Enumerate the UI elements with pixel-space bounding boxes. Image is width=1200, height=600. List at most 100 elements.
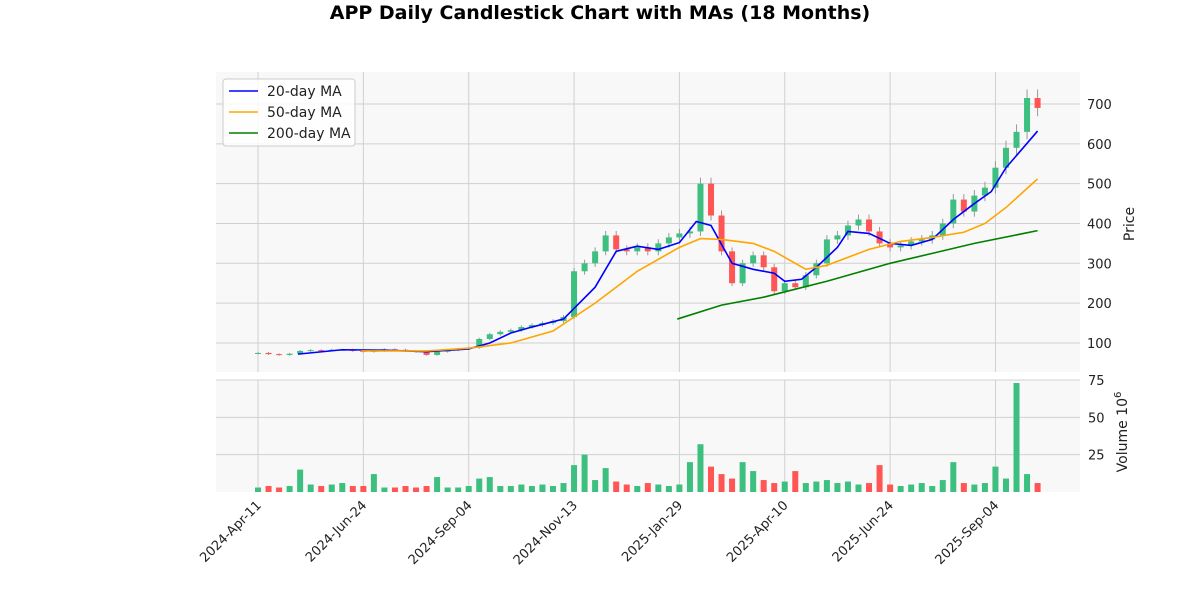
volume-bar: [844, 481, 851, 492]
volume-bar: [444, 487, 451, 492]
volume-bar: [992, 466, 999, 492]
volume-bar: [634, 486, 641, 492]
volume-bar: [823, 480, 830, 492]
volume-tick-label: 50: [1088, 411, 1105, 426]
volume-bar: [370, 474, 377, 492]
candle-body: [750, 255, 757, 264]
price-tick-label: 100: [1087, 337, 1112, 352]
candle-body: [908, 241, 915, 246]
x-tick-label: 2025-Jan-29: [619, 498, 686, 565]
volume-bar: [718, 474, 725, 492]
candle-body: [739, 263, 746, 284]
x-tick-label: 2025-Sep-04: [933, 498, 1003, 568]
volume-bar: [834, 483, 841, 492]
candle-body: [1013, 131, 1020, 148]
x-tick-label: 2024-Nov-13: [511, 498, 581, 568]
volume-bar: [592, 480, 599, 492]
candle-body: [665, 237, 672, 244]
volume-bar: [971, 484, 978, 492]
candle-body: [1024, 98, 1031, 132]
volume-bar: [676, 484, 683, 492]
x-tick-label: 2025-Apr-10: [724, 498, 791, 565]
candle-body: [708, 183, 715, 216]
volume-bar: [318, 486, 325, 492]
volume-bar: [781, 481, 788, 492]
volume-bar: [581, 454, 588, 492]
candle-body: [265, 352, 272, 355]
x-tick-label: 2024-Sep-04: [406, 498, 476, 568]
volume-bar: [381, 487, 388, 492]
volume-bar: [950, 462, 957, 492]
candle-body: [781, 283, 788, 292]
candle-body: [802, 275, 809, 288]
volume-bar: [286, 486, 293, 492]
ma-line-50-day: [361, 178, 1039, 352]
volume-bar: [792, 471, 799, 492]
price-tick-label: 200: [1087, 297, 1112, 312]
volume-bar: [1024, 474, 1031, 492]
candle-body: [613, 235, 620, 250]
candle-body: [676, 233, 683, 238]
candle-body: [486, 334, 493, 339]
volume-bar: [708, 466, 715, 492]
candle-body: [823, 239, 830, 264]
volume-bar: [307, 484, 314, 492]
volume-bar: [486, 477, 493, 492]
ma-line-200-day: [677, 229, 1038, 320]
candle-body: [255, 352, 261, 354]
volume-bar: [750, 471, 757, 492]
x-tick-label: 2025-Jun-24: [830, 498, 897, 565]
candle-body: [686, 231, 693, 234]
candle-body: [644, 247, 651, 252]
volume-bar: [686, 462, 693, 492]
candle-body: [918, 239, 925, 242]
candle-body: [834, 235, 841, 240]
candle-body: [950, 199, 957, 224]
legend-label: 20-day MA: [267, 84, 342, 100]
volume-bar: [518, 484, 525, 492]
volume-bar: [602, 468, 609, 492]
candle-body: [844, 225, 851, 236]
candle-body: [507, 330, 514, 332]
price-tick-label: 700: [1087, 98, 1112, 113]
price-tick-label: 600: [1087, 138, 1112, 153]
price-panel: [216, 72, 1080, 372]
chart-title: APP Daily Candlestick Chart with MAs (18…: [329, 2, 871, 24]
candle-body: [297, 350, 304, 354]
candle-body: [855, 219, 862, 226]
volume-bar: [476, 478, 483, 492]
volume-bar: [771, 483, 778, 492]
volume-bar: [455, 487, 462, 492]
volume-bar: [539, 484, 546, 492]
candle-body: [528, 325, 535, 328]
candle-body: [760, 255, 767, 268]
candle-body: [286, 353, 293, 355]
volume-bar: [497, 486, 504, 492]
x-tick-label: 2024-Apr-11: [197, 498, 264, 565]
volume-bar: [813, 481, 820, 492]
volume-bar: [265, 486, 272, 492]
volume-axis-label: Volume 106: [1113, 392, 1131, 473]
candle-body: [592, 251, 599, 264]
candle-body: [307, 350, 314, 352]
candle-body: [571, 271, 578, 318]
legend-label: 200-day MA: [267, 126, 351, 142]
candle-body: [897, 245, 904, 248]
volume-bar: [276, 487, 283, 492]
candle-body: [318, 350, 325, 352]
volume-bar: [918, 483, 925, 492]
volume-bar: [549, 486, 556, 492]
volume-bar: [328, 484, 335, 492]
volume-bar: [297, 469, 304, 492]
volume-bar: [402, 486, 409, 492]
volume-bar: [349, 486, 356, 492]
candle-body: [981, 187, 988, 196]
volume-bar: [665, 486, 672, 492]
volume-bar: [981, 483, 988, 492]
volume-bar: [560, 483, 567, 492]
candle-body: [876, 231, 883, 244]
volume-bar: [739, 462, 746, 492]
candle-body: [434, 351, 441, 355]
price-tick-label: 300: [1087, 257, 1112, 272]
